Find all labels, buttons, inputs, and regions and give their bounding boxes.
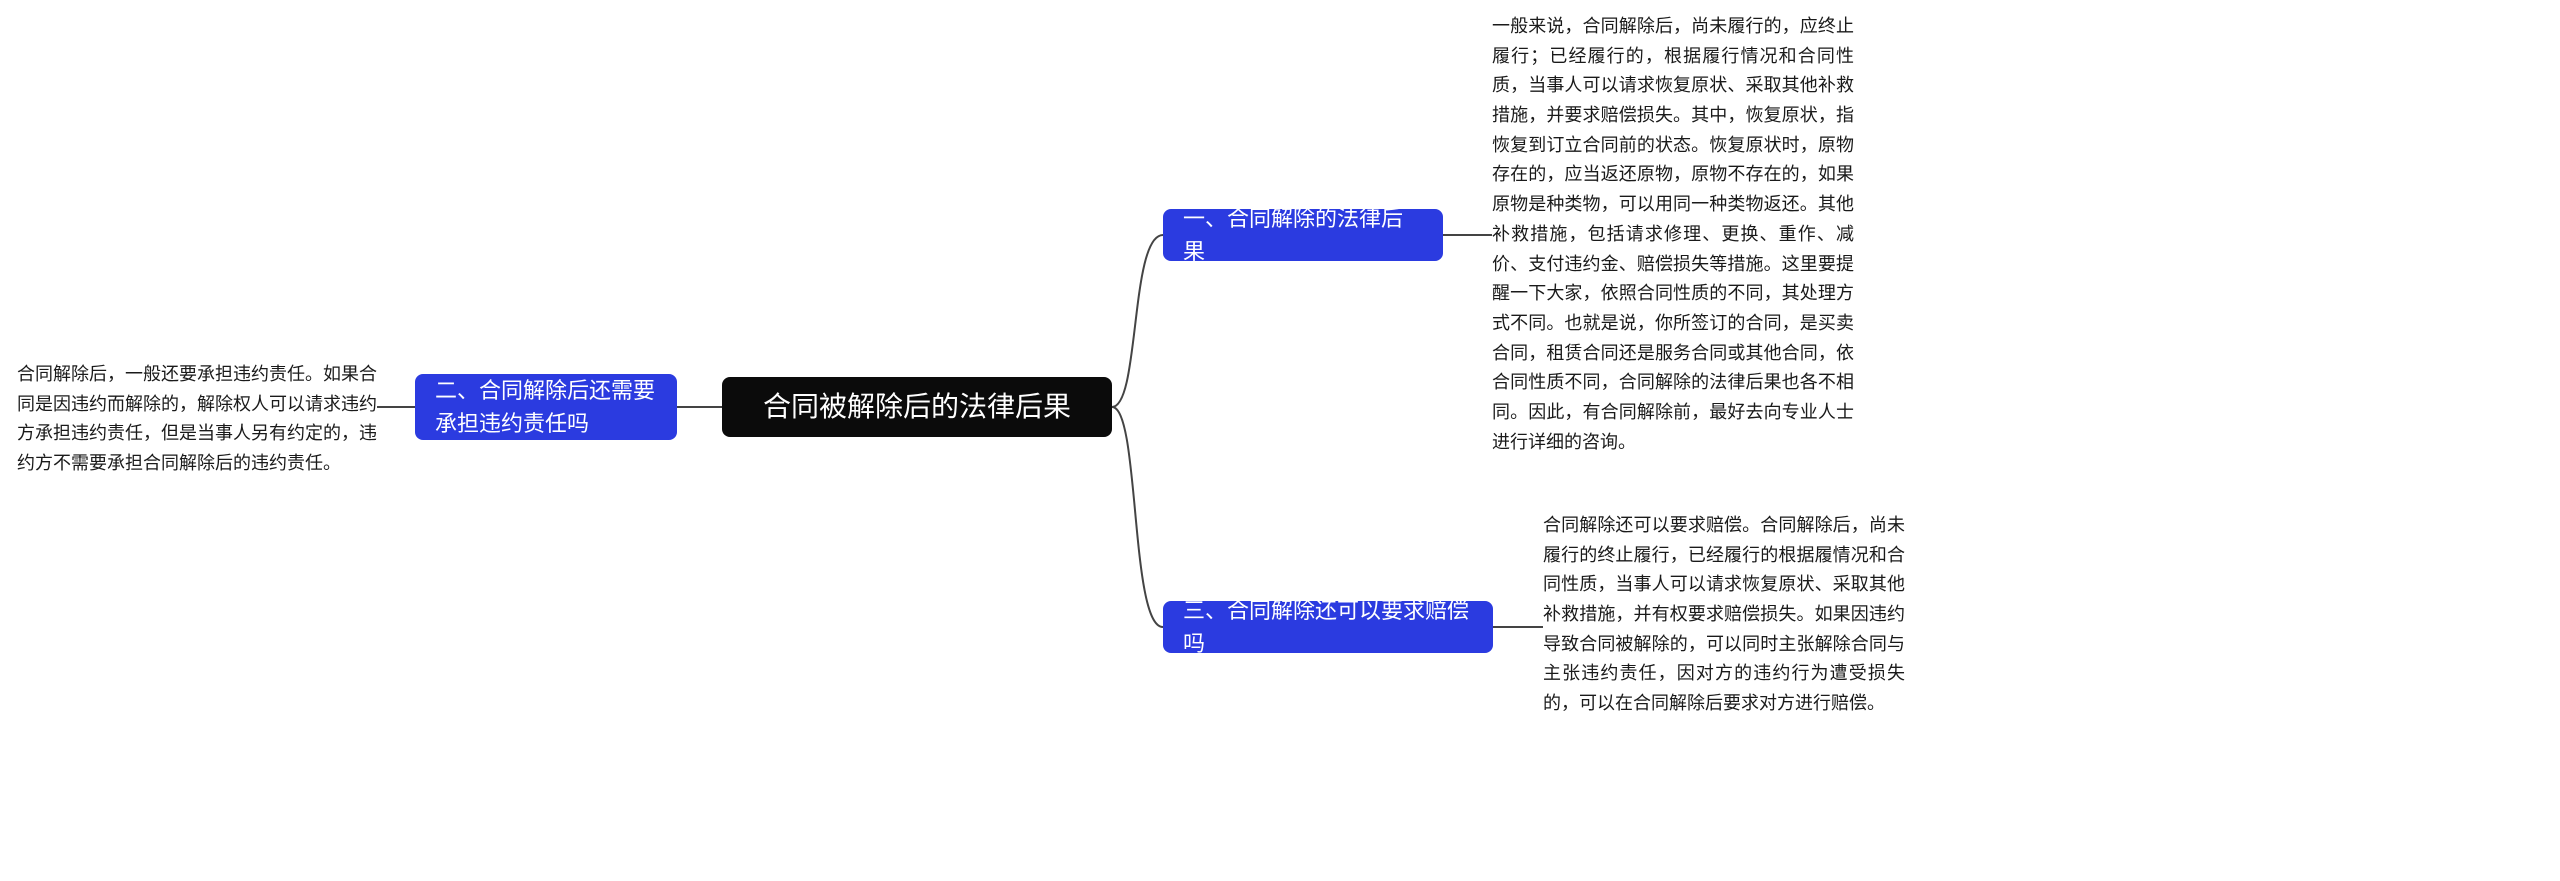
- branch2-label: 二、合同解除后还需要承担违约责任吗: [435, 374, 657, 440]
- root-label: 合同被解除后的法律后果: [763, 386, 1071, 428]
- branch-node-2[interactable]: 二、合同解除后还需要承担违约责任吗: [415, 374, 677, 440]
- root-node[interactable]: 合同被解除后的法律后果: [722, 377, 1112, 437]
- branch3-label: 三、合同解除还可以要求赔偿吗: [1183, 594, 1473, 660]
- branch1-label: 一、合同解除的法律后果: [1183, 202, 1423, 268]
- edge-root-branch3: [1112, 407, 1163, 627]
- edge-root-branch1: [1112, 235, 1163, 407]
- leaf-text-2: 合同解除后，一般还要承担违约责任。如果合同是因违约而解除的，解除权人可以请求违约…: [17, 360, 377, 479]
- branch-node-3[interactable]: 三、合同解除还可以要求赔偿吗: [1163, 601, 1493, 653]
- leaf-text-1: 一般来说，合同解除后，尚未履行的，应终止履行；已经履行的，根据履行情况和合同性质…: [1492, 12, 1854, 457]
- branch-node-1[interactable]: 一、合同解除的法律后果: [1163, 209, 1443, 261]
- connector-lines: [0, 0, 2560, 881]
- leaf-text-3: 合同解除还可以要求赔偿。合同解除后，尚未履行的终止履行，已经履行的根据履情况和合…: [1543, 511, 1905, 719]
